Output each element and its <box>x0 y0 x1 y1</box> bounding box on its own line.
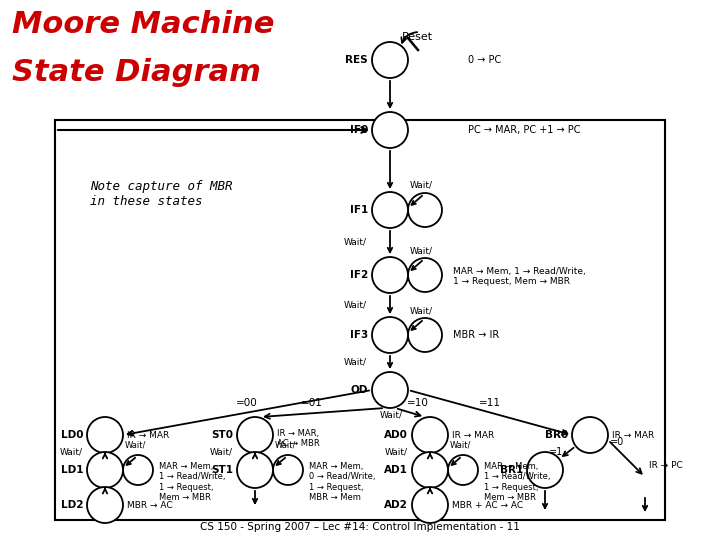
Circle shape <box>372 372 408 408</box>
Text: MBR → AC: MBR → AC <box>127 501 173 510</box>
Text: Wait/: Wait/ <box>410 306 433 315</box>
Text: Wait/: Wait/ <box>344 357 367 367</box>
Text: Wait/: Wait/ <box>60 448 83 456</box>
Text: IF1: IF1 <box>350 205 368 215</box>
Text: =10: =10 <box>407 398 429 408</box>
Text: OD: OD <box>351 385 368 395</box>
Circle shape <box>372 112 408 148</box>
Circle shape <box>237 417 273 453</box>
Text: IR → MAR: IR → MAR <box>612 430 654 440</box>
Text: IF0: IF0 <box>350 125 368 135</box>
Text: =0: =0 <box>610 437 624 447</box>
Text: ST0: ST0 <box>211 430 233 440</box>
Text: CS 150 - Spring 2007 – Lec #14: Control Implementation - 11: CS 150 - Spring 2007 – Lec #14: Control … <box>200 522 520 532</box>
Text: BR0: BR0 <box>545 430 568 440</box>
Text: ST1: ST1 <box>211 465 233 475</box>
Circle shape <box>87 487 123 523</box>
Circle shape <box>412 417 448 453</box>
Text: =00: =00 <box>236 398 258 408</box>
Text: IR → MAR: IR → MAR <box>452 430 494 440</box>
Text: Moore Machine: Moore Machine <box>12 10 274 39</box>
Text: LD0: LD0 <box>60 430 83 440</box>
Text: AD1: AD1 <box>384 465 408 475</box>
Circle shape <box>572 417 608 453</box>
Text: =01: =01 <box>301 398 323 408</box>
Text: Wait/: Wait/ <box>450 441 472 450</box>
Text: PC → MAR, PC +1 → PC: PC → MAR, PC +1 → PC <box>468 125 580 135</box>
Text: BR1: BR1 <box>500 465 523 475</box>
Circle shape <box>237 452 273 488</box>
Text: Wait/: Wait/ <box>380 410 403 419</box>
Circle shape <box>372 257 408 293</box>
Circle shape <box>412 452 448 488</box>
Text: IF3: IF3 <box>350 330 368 340</box>
Text: Wait/: Wait/ <box>410 246 433 255</box>
Text: MAR → Mem,
1 → Read/Write,
1 → Request,
Mem → MBR: MAR → Mem, 1 → Read/Write, 1 → Request, … <box>484 462 551 502</box>
Circle shape <box>372 192 408 228</box>
Text: MAR → Mem,
0 → Read/Write,
1 → Request,
MBR → Mem: MAR → Mem, 0 → Read/Write, 1 → Request, … <box>309 462 376 502</box>
Text: LD1: LD1 <box>60 465 83 475</box>
Text: Wait/: Wait/ <box>385 448 408 456</box>
Text: AD2: AD2 <box>384 500 408 510</box>
Circle shape <box>372 317 408 353</box>
Text: LD2: LD2 <box>60 500 83 510</box>
Text: AD0: AD0 <box>384 430 408 440</box>
Text: State Diagram: State Diagram <box>12 58 261 87</box>
Text: MAR → Mem,
1 → Read/Write,
1 → Request,
Mem → MBR: MAR → Mem, 1 → Read/Write, 1 → Request, … <box>159 462 225 502</box>
Text: Wait/: Wait/ <box>275 441 297 450</box>
Text: MBR → IR: MBR → IR <box>453 330 499 340</box>
Text: IR → PC: IR → PC <box>649 461 683 469</box>
Text: IF2: IF2 <box>350 270 368 280</box>
Circle shape <box>412 487 448 523</box>
Text: MBR + AC → AC: MBR + AC → AC <box>452 501 523 510</box>
Text: Wait/: Wait/ <box>125 441 146 450</box>
Text: Reset: Reset <box>402 32 433 42</box>
Bar <box>55 120 665 520</box>
Text: Note capture of MBR
in these states: Note capture of MBR in these states <box>90 180 233 208</box>
Text: Wait/: Wait/ <box>410 181 433 190</box>
Text: =1: =1 <box>549 447 563 457</box>
Circle shape <box>87 417 123 453</box>
Text: =11: =11 <box>479 398 501 408</box>
Text: Wait/: Wait/ <box>344 238 367 246</box>
Text: Wait/: Wait/ <box>344 300 367 309</box>
Text: 0 → PC: 0 → PC <box>468 55 501 65</box>
Text: MAR → Mem, 1 → Read/Write,
1 → Request, Mem → MBR: MAR → Mem, 1 → Read/Write, 1 → Request, … <box>453 267 586 286</box>
Text: IR → MAR,
AC → MBR: IR → MAR, AC → MBR <box>277 429 320 448</box>
Circle shape <box>87 452 123 488</box>
Text: RES: RES <box>346 55 368 65</box>
Circle shape <box>372 42 408 78</box>
Circle shape <box>527 452 563 488</box>
Text: Wait/: Wait/ <box>210 448 233 456</box>
Text: IR → MAR: IR → MAR <box>127 430 169 440</box>
